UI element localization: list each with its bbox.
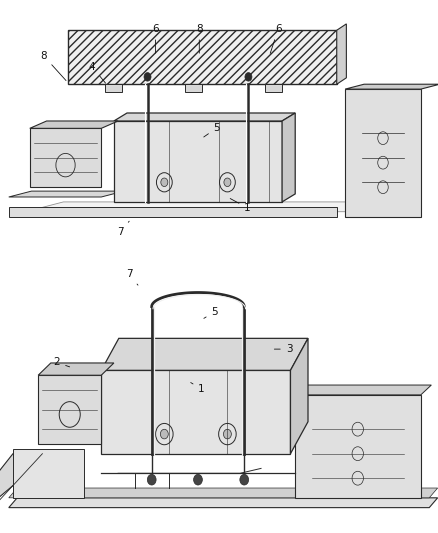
Text: 6: 6 bbox=[270, 25, 282, 53]
Polygon shape bbox=[9, 498, 438, 507]
Text: 7: 7 bbox=[117, 221, 129, 237]
Text: 8: 8 bbox=[196, 25, 203, 53]
Circle shape bbox=[147, 474, 156, 485]
Polygon shape bbox=[101, 338, 308, 370]
Polygon shape bbox=[0, 454, 51, 518]
Polygon shape bbox=[30, 121, 118, 128]
Text: 6: 6 bbox=[152, 25, 159, 53]
Polygon shape bbox=[290, 338, 308, 454]
Text: 1: 1 bbox=[230, 198, 251, 213]
Circle shape bbox=[223, 429, 231, 439]
Polygon shape bbox=[114, 121, 282, 202]
Polygon shape bbox=[9, 207, 337, 216]
Circle shape bbox=[161, 178, 168, 187]
Polygon shape bbox=[67, 30, 337, 84]
Text: 4: 4 bbox=[88, 62, 106, 83]
Polygon shape bbox=[38, 375, 101, 444]
Polygon shape bbox=[9, 191, 124, 197]
Polygon shape bbox=[282, 113, 295, 202]
Polygon shape bbox=[337, 24, 346, 84]
Text: 7: 7 bbox=[126, 270, 138, 285]
Text: 5: 5 bbox=[204, 307, 218, 318]
Text: 2: 2 bbox=[53, 358, 70, 367]
Polygon shape bbox=[9, 488, 438, 498]
Polygon shape bbox=[101, 370, 290, 454]
Polygon shape bbox=[25, 202, 417, 212]
Circle shape bbox=[160, 429, 168, 439]
Circle shape bbox=[194, 474, 202, 485]
Polygon shape bbox=[38, 363, 114, 375]
Text: 5: 5 bbox=[204, 123, 220, 137]
Polygon shape bbox=[13, 449, 85, 498]
Polygon shape bbox=[114, 113, 295, 121]
Polygon shape bbox=[106, 84, 122, 92]
Circle shape bbox=[144, 72, 151, 81]
Polygon shape bbox=[295, 395, 421, 498]
Polygon shape bbox=[345, 89, 421, 216]
Polygon shape bbox=[265, 84, 282, 92]
Text: 8: 8 bbox=[40, 51, 66, 80]
Circle shape bbox=[240, 474, 249, 485]
Circle shape bbox=[224, 178, 231, 187]
Circle shape bbox=[245, 72, 252, 81]
Polygon shape bbox=[345, 84, 438, 89]
Polygon shape bbox=[185, 84, 202, 92]
Text: 3: 3 bbox=[274, 344, 293, 354]
Polygon shape bbox=[30, 128, 101, 187]
Polygon shape bbox=[295, 385, 431, 395]
Text: 1: 1 bbox=[191, 383, 205, 394]
